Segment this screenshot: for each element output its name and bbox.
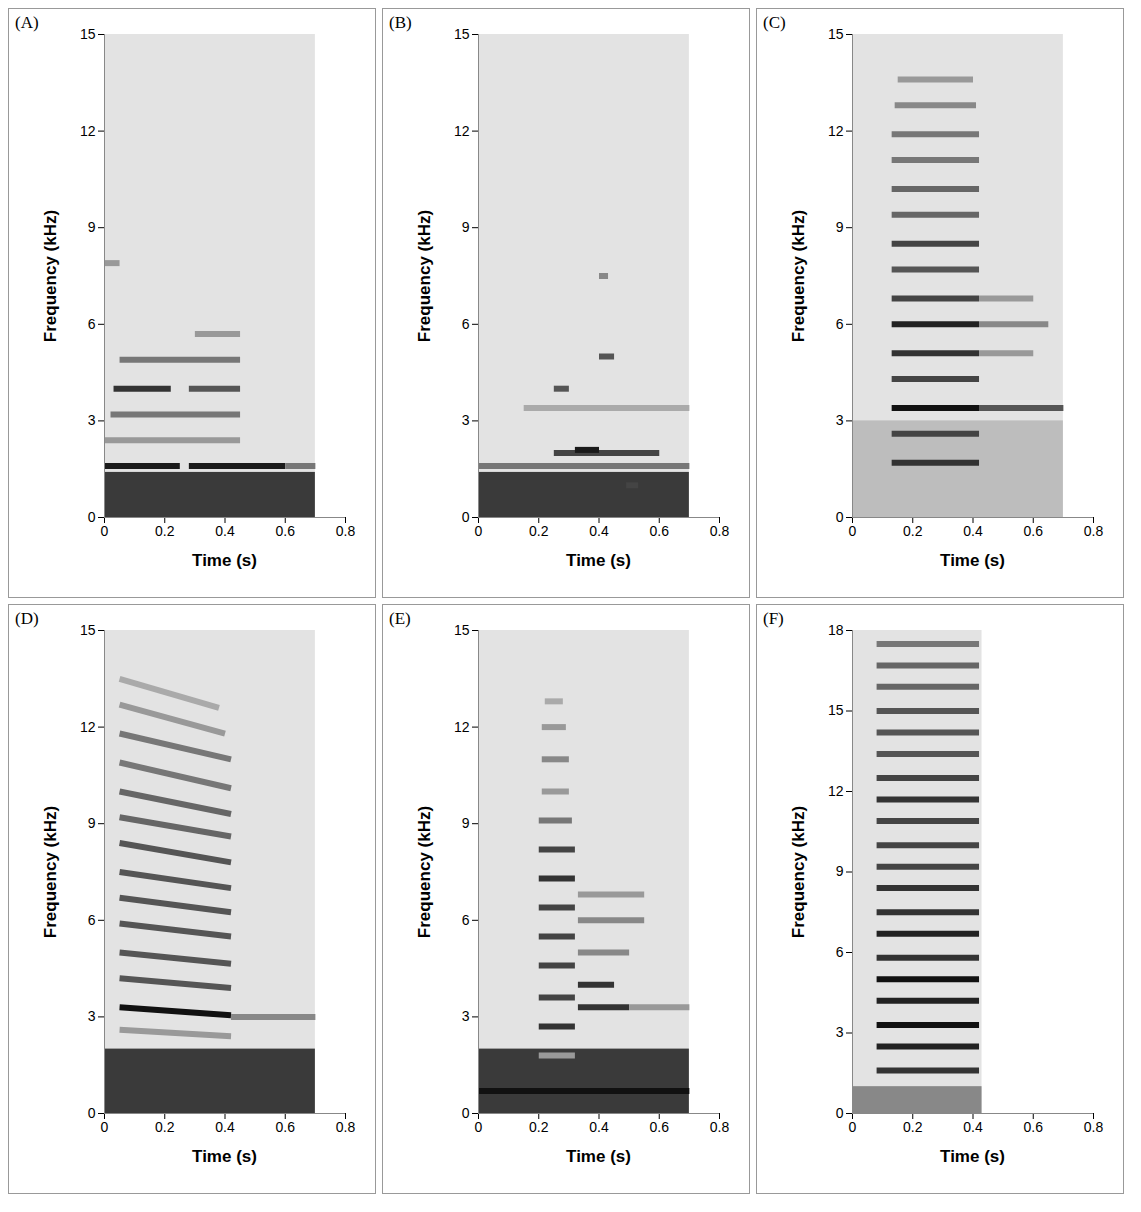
svg-text:0: 0	[101, 1119, 109, 1135]
html-text:Frequency (kHz): Frequency (kHz)	[415, 209, 434, 342]
svg-text:3: 3	[836, 412, 844, 428]
svg-text:0.2: 0.2	[529, 1119, 549, 1135]
svg-text:0.8: 0.8	[1084, 523, 1104, 539]
svg-text:0.4: 0.4	[963, 523, 983, 539]
svg-text:0.2: 0.2	[903, 1119, 923, 1135]
svg-text:6: 6	[88, 912, 96, 928]
html-text:Frequency (kHz): Frequency (kHz)	[415, 805, 434, 938]
svg-text:15: 15	[80, 26, 96, 42]
svg-text:0.6: 0.6	[1024, 523, 1044, 539]
svg-text:0.4: 0.4	[589, 523, 609, 539]
svg-text:15: 15	[454, 622, 470, 638]
svg-text:12: 12	[454, 123, 470, 139]
svg-text:0.4: 0.4	[215, 523, 235, 539]
svg-text:3: 3	[88, 412, 96, 428]
svg-text:0: 0	[849, 1119, 857, 1135]
svg-text:0.6: 0.6	[1024, 1119, 1044, 1135]
html-text:Time (s): Time (s)	[566, 1147, 631, 1166]
svg-text:15: 15	[828, 702, 844, 718]
svg-text:3: 3	[462, 1008, 470, 1024]
html-text:Frequency (kHz): Frequency (kHz)	[41, 805, 60, 938]
svg-text:3: 3	[462, 412, 470, 428]
svg-text:6: 6	[88, 316, 96, 332]
html-text:Time (s): Time (s)	[940, 551, 1005, 570]
svg-text:0: 0	[849, 523, 857, 539]
svg-text:0.8: 0.8	[1084, 1119, 1104, 1135]
html-text:Frequency (kHz): Frequency (kHz)	[789, 805, 808, 938]
svg-text:6: 6	[836, 944, 844, 960]
svg-text:6: 6	[462, 912, 470, 928]
svg-text:0: 0	[836, 509, 844, 525]
svg-text:15: 15	[454, 26, 470, 42]
html-text:Frequency (kHz): Frequency (kHz)	[41, 209, 60, 342]
svg-text:0.2: 0.2	[903, 523, 923, 539]
svg-text:0: 0	[101, 523, 109, 539]
html-text:(A): (A)	[15, 13, 39, 32]
svg-text:12: 12	[828, 783, 844, 799]
svg-text:0.6: 0.6	[276, 523, 296, 539]
svg-text:0.8: 0.8	[710, 523, 730, 539]
svg-text:0.4: 0.4	[589, 1119, 609, 1135]
html-text:Frequency (kHz): Frequency (kHz)	[789, 209, 808, 342]
html-text:Time (s): Time (s)	[192, 1147, 257, 1166]
svg-text:15: 15	[828, 26, 844, 42]
svg-text:0.2: 0.2	[529, 523, 549, 539]
svg-text:0: 0	[88, 1105, 96, 1121]
svg-text:0: 0	[462, 509, 470, 525]
svg-text:0.6: 0.6	[650, 1119, 670, 1135]
html-text:(C): (C)	[763, 13, 786, 32]
svg-text:12: 12	[828, 123, 844, 139]
svg-text:0: 0	[475, 523, 483, 539]
svg-text:15: 15	[80, 622, 96, 638]
html-text:Time (s): Time (s)	[566, 551, 631, 570]
html-text:(D): (D)	[15, 609, 39, 628]
svg-text:0.4: 0.4	[963, 1119, 983, 1135]
svg-text:0.2: 0.2	[155, 1119, 175, 1135]
svg-text:0.8: 0.8	[336, 1119, 356, 1135]
html-text:(B): (B)	[389, 13, 412, 32]
svg-text:6: 6	[462, 316, 470, 332]
svg-text:3: 3	[88, 1008, 96, 1024]
svg-text:0: 0	[836, 1105, 844, 1121]
svg-text:0: 0	[88, 509, 96, 525]
svg-text:9: 9	[836, 219, 844, 235]
html-text:Time (s): Time (s)	[940, 1147, 1005, 1166]
svg-text:0.4: 0.4	[215, 1119, 235, 1135]
svg-text:18: 18	[828, 622, 844, 638]
svg-text:9: 9	[88, 219, 96, 235]
svg-text:9: 9	[836, 863, 844, 879]
svg-text:0: 0	[462, 1105, 470, 1121]
svg-text:12: 12	[80, 719, 96, 735]
svg-text:0.6: 0.6	[650, 523, 670, 539]
html-text:Time (s): Time (s)	[192, 551, 257, 570]
svg-text:6: 6	[836, 316, 844, 332]
html-text:(E): (E)	[389, 609, 411, 628]
svg-text:3: 3	[836, 1024, 844, 1040]
svg-text:9: 9	[462, 815, 470, 831]
svg-text:12: 12	[454, 719, 470, 735]
svg-text:0: 0	[475, 1119, 483, 1135]
svg-text:0.8: 0.8	[336, 523, 356, 539]
svg-text:0.6: 0.6	[276, 1119, 296, 1135]
svg-text:9: 9	[462, 219, 470, 235]
svg-text:0.8: 0.8	[710, 1119, 730, 1135]
svg-text:0.2: 0.2	[155, 523, 175, 539]
html-text:(F): (F)	[763, 609, 784, 628]
svg-text:12: 12	[80, 123, 96, 139]
svg-text:9: 9	[88, 815, 96, 831]
